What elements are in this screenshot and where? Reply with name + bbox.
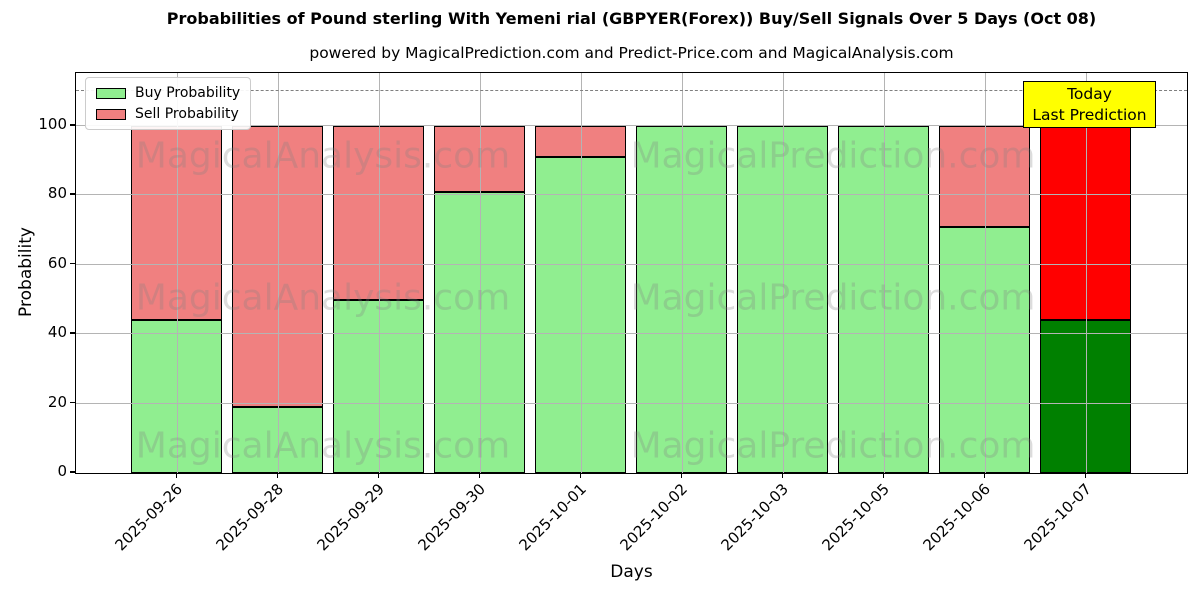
- y-axis-label-text: Probability: [16, 227, 36, 317]
- y-tick-20: [70, 401, 75, 404]
- bars-layer: [76, 73, 1187, 473]
- bar-sell-2025-09-26: [131, 126, 222, 321]
- y-tick-label-100: 100: [38, 115, 67, 134]
- y-tick-0: [70, 471, 75, 473]
- gridline-h-60: [76, 263, 1187, 265]
- x-tick-2025-09-30: [478, 473, 480, 478]
- annotation-line1: Today: [1067, 84, 1112, 103]
- gridline-v-2025-10-02: [681, 73, 683, 473]
- legend: Buy Probability Sell Probability: [85, 77, 252, 130]
- bar-sell-2025-09-30: [434, 126, 525, 192]
- today-annotation: Today Last Prediction: [1023, 81, 1156, 128]
- annotation-line2: Last Prediction: [1032, 105, 1147, 124]
- bar-buy-2025-09-30: [434, 191, 525, 473]
- y-tick-label-80: 80: [47, 184, 67, 203]
- gridline-v-2025-09-30: [479, 73, 481, 473]
- gridline-h-20: [76, 402, 1187, 404]
- y-tick-label-40: 40: [47, 323, 67, 342]
- x-tick-label-text: 2025-10-03: [717, 480, 793, 555]
- legend-swatch-sell: [96, 108, 126, 120]
- x-tick-label-text: 2025-09-26: [111, 480, 187, 555]
- y-tick-100: [70, 124, 75, 126]
- y-tick-label-0: 0: [57, 462, 67, 480]
- bar-buy-2025-10-01: [535, 157, 626, 473]
- bar-buy-2025-09-28: [232, 407, 323, 473]
- bar-buy-2025-10-07: [1040, 320, 1131, 473]
- legend-swatch-buy: [96, 87, 126, 99]
- bar-buy-2025-09-29: [333, 299, 424, 473]
- gridline-v-2025-10-03: [782, 73, 784, 473]
- y-tick-label-20: 20: [47, 392, 67, 411]
- x-tick-label-text: 2025-09-30: [414, 480, 490, 555]
- x-tick-2025-10-07: [1084, 473, 1086, 478]
- bar-sell-2025-10-06: [939, 126, 1030, 227]
- x-tick-2025-10-05: [882, 473, 884, 478]
- gridline-v-2025-09-28: [277, 73, 279, 473]
- dashed-threshold-line: [76, 90, 1187, 92]
- grid-layer: [76, 73, 1187, 473]
- x-tick-label-text: 2025-09-28: [212, 480, 288, 555]
- x-tick-label-text: 2025-10-01: [515, 480, 591, 555]
- x-tick-label-text: 2025-10-06: [919, 480, 995, 555]
- x-tick-2025-09-28: [276, 473, 278, 478]
- x-tick-label-text: 2025-10-05: [818, 480, 894, 555]
- x-axis-label: Days: [610, 562, 653, 582]
- bar-sell-2025-09-29: [333, 126, 424, 300]
- gridline-v-2025-09-26: [176, 73, 178, 473]
- bar-buy-2025-10-02: [636, 126, 727, 473]
- x-tick-label-text: 2025-10-02: [616, 480, 692, 555]
- bar-buy-2025-09-26: [131, 320, 222, 473]
- x-tick-2025-10-01: [579, 473, 581, 478]
- x-tick-label-text: 2025-09-29: [313, 480, 389, 555]
- bar-buy-2025-10-03: [737, 126, 828, 473]
- gridline-v-2025-10-01: [580, 73, 582, 473]
- bar-buy-2025-10-05: [838, 126, 929, 473]
- chart-subtitle: powered by MagicalPrediction.com and Pre…: [309, 44, 954, 62]
- gridline-h-100: [76, 125, 1187, 127]
- x-tick-2025-10-03: [781, 473, 783, 478]
- gridline-h-80: [76, 194, 1187, 196]
- gridline-v-2025-10-07: [1085, 73, 1087, 473]
- gridline-v-2025-10-06: [984, 73, 986, 473]
- gridline-h-40: [76, 333, 1187, 335]
- bar-sell-2025-09-28: [232, 126, 323, 408]
- y-tick-80: [70, 193, 75, 195]
- x-tick-2025-09-26: [175, 473, 177, 478]
- legend-item-sell: Sell Probability: [96, 106, 240, 122]
- legend-label-sell: Sell Probability: [135, 106, 239, 122]
- legend-label-buy: Buy Probability: [135, 85, 241, 101]
- bar-sell-2025-10-01: [535, 126, 626, 158]
- gridline-v-2025-10-05: [883, 73, 885, 473]
- bar-sell-2025-10-07: [1040, 126, 1131, 321]
- x-tick-2025-10-06: [983, 473, 985, 478]
- legend-item-buy: Buy Probability: [96, 85, 240, 101]
- bar-buy-2025-10-06: [939, 226, 1030, 473]
- y-tick-label-60: 60: [47, 253, 67, 272]
- chart-title: Probabilities of Pound sterling With Yem…: [166, 9, 1097, 28]
- x-tick-label-text: 2025-10-07: [1020, 480, 1096, 555]
- x-tick-2025-09-29: [377, 473, 379, 478]
- plot-area: MagicalAnalysis.com MagicalPrediction.com…: [75, 72, 1188, 474]
- x-tick-2025-10-02: [680, 473, 682, 478]
- y-tick-40: [70, 332, 75, 334]
- y-tick-60: [70, 262, 75, 265]
- gridline-v-2025-09-29: [378, 73, 380, 473]
